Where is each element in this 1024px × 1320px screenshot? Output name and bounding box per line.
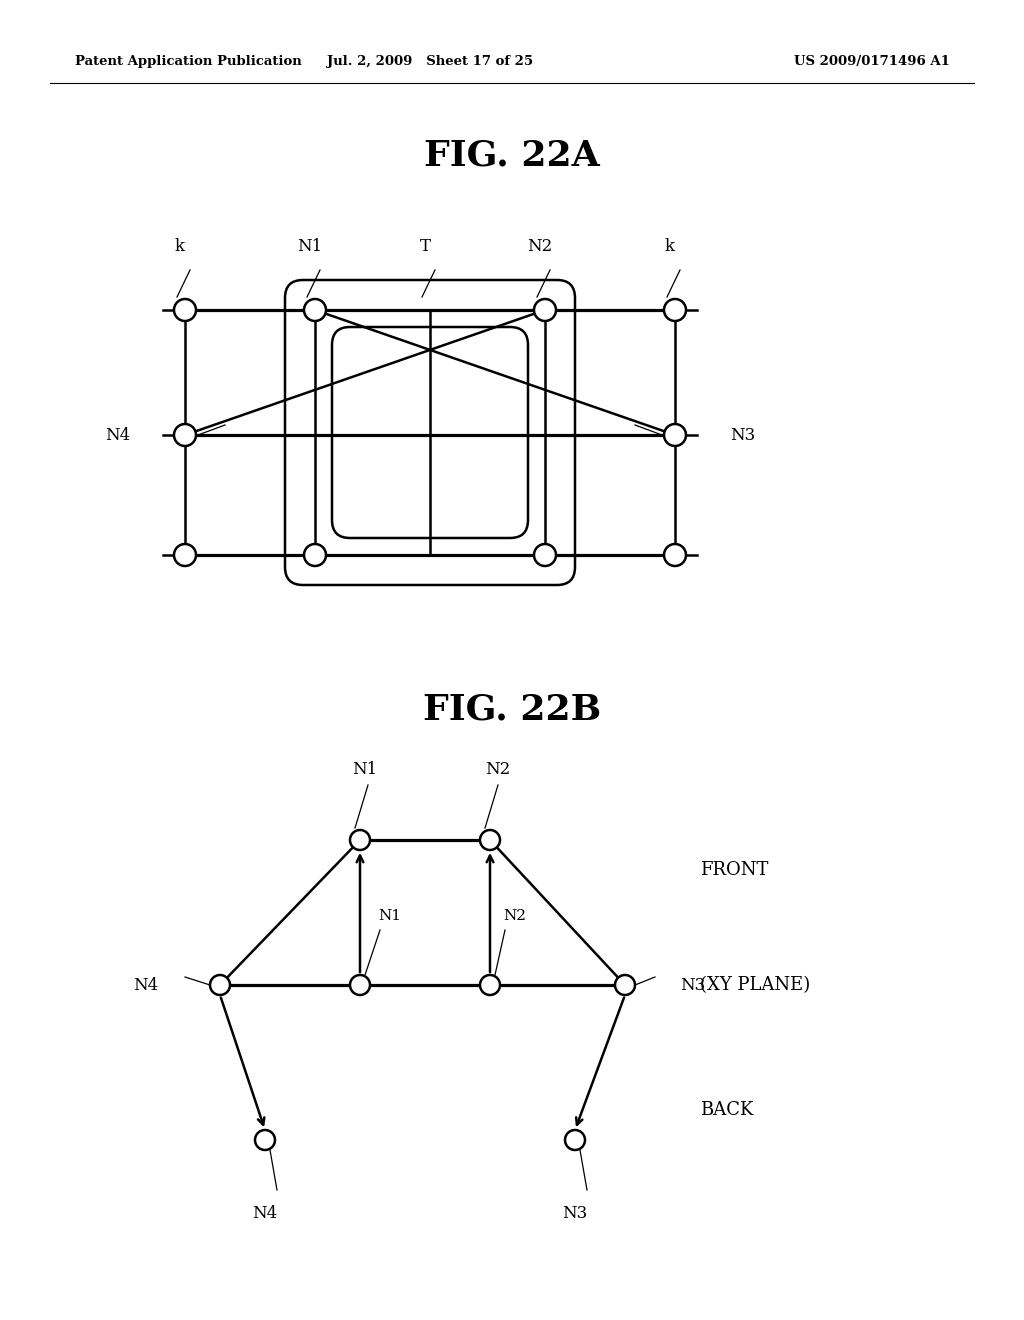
Text: FIG. 22B: FIG. 22B	[423, 693, 601, 727]
Circle shape	[304, 300, 326, 321]
Text: k: k	[175, 238, 185, 255]
Text: FRONT: FRONT	[700, 861, 768, 879]
Text: (XY PLANE): (XY PLANE)	[700, 975, 810, 994]
Circle shape	[664, 424, 686, 446]
Circle shape	[534, 544, 556, 566]
Text: N1: N1	[352, 762, 378, 777]
Text: N4: N4	[104, 426, 130, 444]
Text: BACK: BACK	[700, 1101, 754, 1119]
Circle shape	[304, 544, 326, 566]
Circle shape	[174, 424, 196, 446]
Text: US 2009/0171496 A1: US 2009/0171496 A1	[795, 55, 950, 69]
Circle shape	[480, 830, 500, 850]
Circle shape	[664, 544, 686, 566]
Text: Jul. 2, 2009   Sheet 17 of 25: Jul. 2, 2009 Sheet 17 of 25	[327, 55, 534, 69]
Circle shape	[480, 975, 500, 995]
Text: N3: N3	[730, 426, 756, 444]
Text: FIG. 22A: FIG. 22A	[424, 139, 600, 172]
Circle shape	[255, 1130, 275, 1150]
Circle shape	[615, 975, 635, 995]
Circle shape	[210, 975, 230, 995]
Text: N3: N3	[562, 1205, 588, 1222]
Text: N2: N2	[485, 762, 511, 777]
Text: N2: N2	[527, 238, 553, 255]
Text: N2: N2	[503, 909, 526, 923]
Circle shape	[534, 300, 556, 321]
Circle shape	[350, 830, 370, 850]
Text: N3: N3	[680, 977, 706, 994]
Text: k: k	[665, 238, 675, 255]
Text: N4: N4	[252, 1205, 278, 1222]
Text: N1: N1	[297, 238, 323, 255]
Text: N4: N4	[133, 977, 158, 994]
Text: T: T	[420, 238, 430, 255]
Text: N1: N1	[378, 909, 401, 923]
Circle shape	[565, 1130, 585, 1150]
Circle shape	[174, 544, 196, 566]
Circle shape	[350, 975, 370, 995]
Circle shape	[174, 300, 196, 321]
Circle shape	[664, 300, 686, 321]
Text: Patent Application Publication: Patent Application Publication	[75, 55, 302, 69]
